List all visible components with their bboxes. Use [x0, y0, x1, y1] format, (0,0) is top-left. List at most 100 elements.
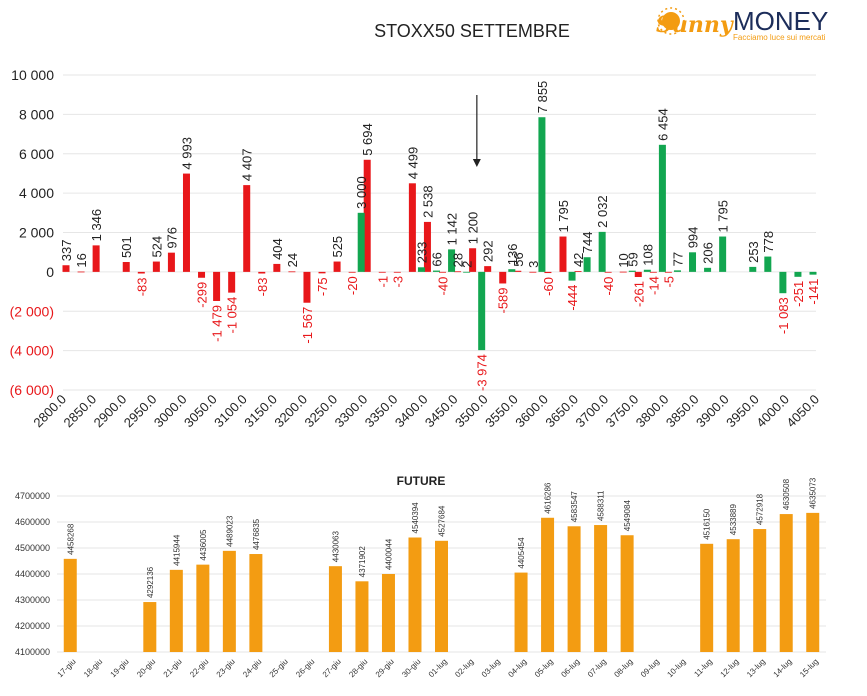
future-x-tick-label: 02-lug: [453, 657, 475, 679]
red-bar: [183, 174, 190, 272]
future-bar: [806, 513, 819, 652]
top-y-tick-label: 8 000: [19, 106, 54, 122]
green-data-label: 77: [670, 252, 685, 266]
red-data-label: 404: [270, 238, 285, 260]
top-y-axis: 10 000 8 000 6 000 4 000 2 000 0 (2 000) (4 000…: [10, 67, 55, 398]
top-x-tick-label: 3450.0: [422, 392, 461, 431]
future-x-tick-label: 13-lug: [745, 657, 767, 679]
red-bar: [650, 272, 657, 273]
future-x-tick-label: 29-giu: [374, 657, 396, 679]
red-data-label: -1 479: [210, 305, 225, 342]
red-bar: [138, 272, 145, 274]
red-bar: [635, 272, 642, 277]
green-data-label: -444: [565, 285, 580, 311]
future-bar: [249, 554, 262, 652]
future-x-tick-label: 28-giu: [347, 657, 369, 679]
top-x-tick-label: 3850.0: [663, 392, 702, 431]
top-x-tick-label: 3300.0: [332, 392, 371, 431]
future-x-tick-label: 24-giu: [241, 657, 263, 679]
future-data-label: 4489023: [225, 515, 234, 547]
future-x-tick-label: 04-lug: [506, 657, 528, 679]
charts-canvas: Sunny MONEY Facciamo luce sui mercati ST…: [0, 0, 867, 696]
future-x-tick-label: 20-giu: [135, 657, 157, 679]
green-data-label: 253: [746, 241, 761, 263]
future-data-label: 4572918: [756, 493, 765, 525]
top-x-tick-label: 3350.0: [362, 392, 401, 431]
red-bar: [349, 272, 356, 273]
future-x-tick-label: 18-giu: [82, 657, 104, 679]
future-x-tick-label: 17-giu: [56, 657, 78, 679]
green-data-label: -3 974: [475, 354, 490, 391]
sunny-money-logo: Sunny MONEY Facciamo luce sui mercati: [656, 6, 828, 42]
green-bar: [779, 272, 786, 293]
future-x-tick-label: 03-lug: [480, 657, 502, 679]
future-data-label: 4588311: [597, 490, 606, 521]
future-x-tick-label: 07-lug: [586, 657, 608, 679]
green-data-label: 66: [430, 252, 445, 266]
red-bar: [243, 185, 250, 272]
green-bar: [719, 237, 726, 272]
green-data-label: 6 454: [655, 108, 670, 141]
top-y-tick-label: (6 000): [10, 382, 54, 398]
green-bar: [689, 252, 696, 272]
red-data-label: -589: [496, 287, 511, 313]
future-x-tick-label: 01-lug: [427, 657, 449, 679]
future-x-tick-label: 23-giu: [215, 657, 237, 679]
future-x-tick-label: 22-giu: [188, 657, 210, 679]
future-data-label: 4371902: [358, 546, 367, 578]
red-bar: [484, 266, 491, 272]
green-data-label: -1 083: [776, 297, 791, 334]
future-data-label: 4516150: [703, 508, 712, 540]
green-bar: [538, 117, 545, 272]
green-bar: [659, 145, 666, 272]
green-data-label: -141: [806, 279, 821, 305]
future-bar: [515, 573, 528, 652]
future-x-tick-label: 06-lug: [559, 657, 581, 679]
red-data-label: 524: [149, 236, 164, 258]
red-data-label: 24: [285, 253, 300, 267]
red-bar: [153, 262, 160, 272]
green-bar: [644, 270, 651, 272]
top-x-tick-label: 3900.0: [693, 392, 732, 431]
top-x-tick-label: 3800.0: [633, 392, 672, 431]
red-bar: [228, 272, 235, 293]
red-data-label: 3: [526, 261, 541, 268]
green-bar: [463, 272, 470, 273]
future-x-tick-label: 10-lug: [665, 657, 687, 679]
red-data-label: -5: [661, 276, 676, 288]
future-data-label: 4630508: [782, 478, 791, 510]
top-x-tick-label: 3750.0: [603, 392, 642, 431]
top-y-tick-label: 10 000: [11, 67, 54, 83]
red-data-label: -60: [541, 277, 556, 296]
future-bar: [435, 541, 448, 652]
red-data-label: 2 538: [420, 185, 435, 218]
future-y-tick-label: 4500000: [15, 543, 50, 553]
future-bar: [568, 526, 581, 652]
red-bar: [78, 272, 85, 273]
future-bar: [196, 565, 209, 652]
top-y-tick-label: 0: [46, 264, 54, 280]
red-data-label: 1 346: [89, 209, 104, 242]
future-x-tick-label: 19-giu: [109, 657, 131, 679]
green-bar: [418, 267, 425, 272]
red-data-label: 5 694: [360, 123, 375, 156]
top-x-tick-label: 2850.0: [61, 392, 100, 431]
logo-sunny-text: Sunny: [656, 12, 735, 38]
future-bar: [780, 514, 793, 652]
green-bar: [764, 257, 771, 272]
green-data-label: 206: [701, 242, 716, 264]
red-bar: [303, 272, 310, 303]
top-x-tick-label: 3650.0: [542, 392, 581, 431]
red-data-label: -40: [601, 277, 616, 296]
top-x-tick-label: 3600.0: [512, 392, 551, 431]
future-x-tick-label: 08-lug: [612, 657, 634, 679]
green-data-label: 2 032: [595, 195, 610, 228]
green-bar: [810, 272, 817, 275]
top-x-tick-label: 3700.0: [573, 392, 612, 431]
red-bar: [319, 272, 326, 273]
future-data-label: 4540394: [411, 502, 420, 534]
red-data-label: 525: [330, 236, 345, 258]
green-data-label: 59: [625, 252, 640, 266]
red-bar: [394, 272, 401, 273]
future-y-tick-label: 4200000: [15, 621, 50, 631]
